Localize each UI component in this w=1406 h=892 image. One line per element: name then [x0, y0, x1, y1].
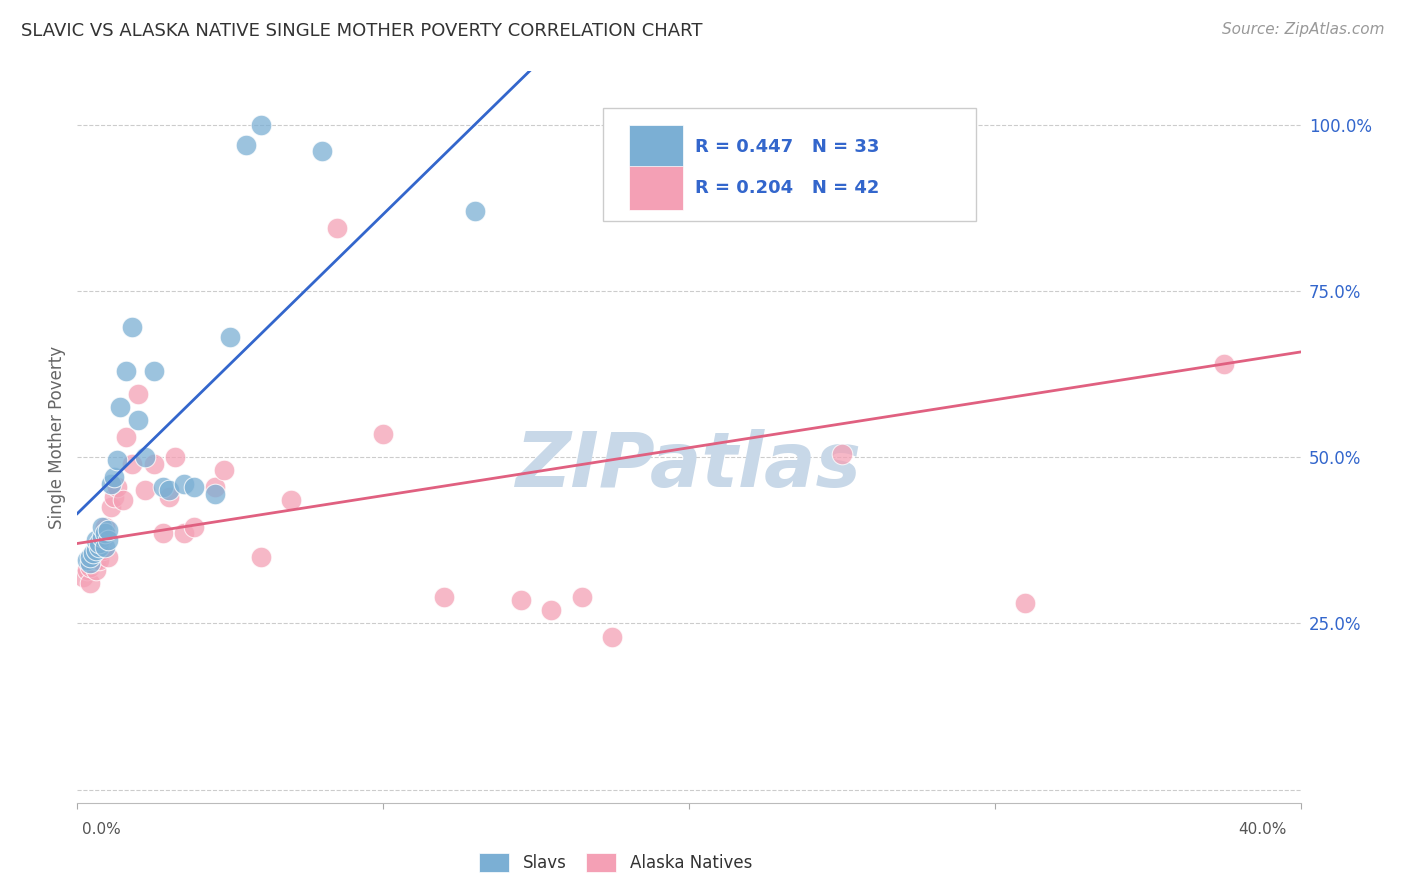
Text: ZIPatlas: ZIPatlas [516, 429, 862, 503]
Point [84, 563, 107, 577]
Point [94, 520, 117, 534]
Point [326, 220, 349, 235]
Text: 0.0%: 0.0% [82, 822, 121, 837]
Point [157, 483, 180, 498]
Point [433, 590, 456, 604]
Point [105, 480, 128, 494]
Point [100, 500, 122, 514]
Point [97, 533, 120, 548]
Point [90, 533, 112, 548]
Point [82, 549, 104, 564]
FancyBboxPatch shape [628, 125, 683, 169]
Point [100, 476, 122, 491]
Point [121, 320, 143, 334]
Point [87, 546, 110, 560]
Point [87, 536, 110, 550]
Point [82, 557, 104, 571]
Text: 40.0%: 40.0% [1239, 822, 1286, 837]
Point [831, 447, 853, 461]
Point [84, 553, 107, 567]
Point [1213, 357, 1236, 371]
Point [602, 630, 624, 644]
Point [94, 526, 117, 541]
Point [371, 426, 394, 441]
Point [121, 457, 143, 471]
Point [112, 493, 135, 508]
Point [152, 480, 174, 494]
Point [1014, 596, 1036, 610]
Point [79, 576, 101, 591]
Point [79, 559, 101, 574]
Point [250, 118, 273, 132]
Point [204, 480, 226, 494]
Point [87, 553, 110, 567]
Text: Source: ZipAtlas.com: Source: ZipAtlas.com [1222, 22, 1385, 37]
Point [509, 593, 531, 607]
Point [79, 549, 101, 564]
Point [183, 480, 205, 494]
Point [97, 523, 120, 537]
Point [142, 363, 165, 377]
Legend: Slavs, Alaska Natives: Slavs, Alaska Natives [472, 846, 759, 879]
Point [87, 540, 110, 554]
Point [134, 450, 156, 464]
FancyBboxPatch shape [603, 108, 976, 221]
Point [115, 363, 138, 377]
Point [84, 533, 107, 548]
Point [79, 557, 101, 571]
Point [280, 493, 302, 508]
Point [134, 483, 156, 498]
Point [115, 430, 138, 444]
Point [127, 387, 149, 401]
Point [571, 590, 593, 604]
Point [90, 543, 112, 558]
Point [235, 137, 257, 152]
Point [84, 543, 107, 558]
Point [105, 453, 128, 467]
Point [97, 549, 120, 564]
Point [76, 553, 98, 567]
Point [212, 463, 235, 477]
Point [183, 520, 205, 534]
Y-axis label: Single Mother Poverty: Single Mother Poverty [48, 345, 66, 529]
Text: R = 0.447   N = 33: R = 0.447 N = 33 [695, 137, 879, 155]
Point [165, 450, 187, 464]
Point [464, 204, 486, 219]
Point [127, 413, 149, 427]
Point [108, 400, 131, 414]
Point [250, 549, 273, 564]
Point [173, 476, 195, 491]
Point [90, 530, 112, 544]
Point [152, 526, 174, 541]
FancyBboxPatch shape [628, 167, 683, 210]
Point [204, 486, 226, 500]
Point [103, 470, 125, 484]
Text: R = 0.204   N = 42: R = 0.204 N = 42 [695, 179, 879, 197]
Point [219, 330, 242, 344]
Point [90, 520, 112, 534]
Point [72, 570, 94, 584]
Point [82, 546, 104, 560]
Point [173, 526, 195, 541]
Point [540, 603, 562, 617]
Point [142, 457, 165, 471]
Point [157, 490, 180, 504]
Text: SLAVIC VS ALASKA NATIVE SINGLE MOTHER POVERTY CORRELATION CHART: SLAVIC VS ALASKA NATIVE SINGLE MOTHER PO… [21, 22, 703, 40]
Point [311, 144, 333, 158]
Point [76, 563, 98, 577]
Point [94, 540, 117, 554]
Point [103, 490, 125, 504]
